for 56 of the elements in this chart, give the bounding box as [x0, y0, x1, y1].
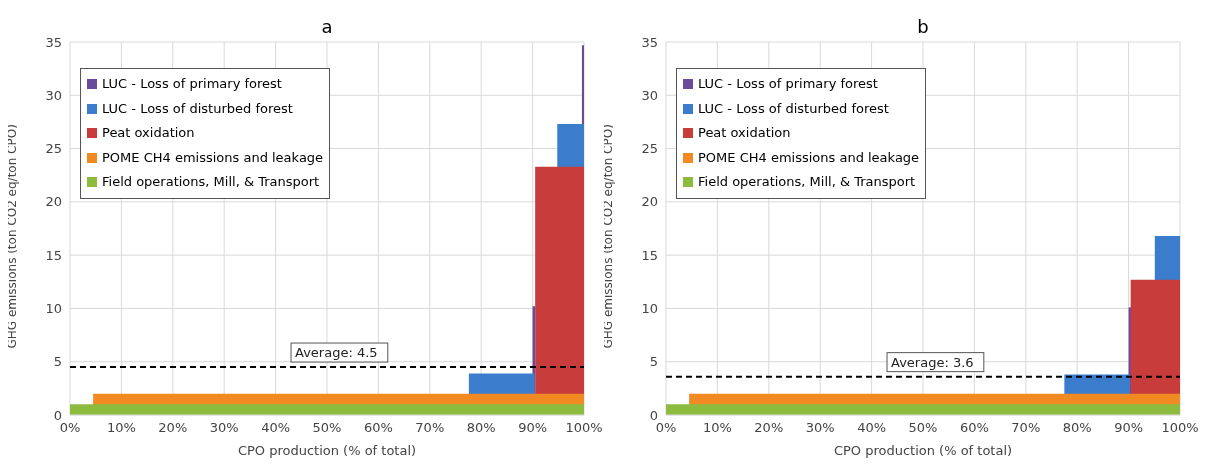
x-tick-label: 100% — [565, 420, 603, 436]
legend-label: POME CH4 emissions and leakage — [102, 148, 324, 167]
y-tick-label: 30 — [45, 87, 62, 103]
legend-label: LUC - Loss of primary forest — [698, 75, 878, 93]
y-tick-label: 30 — [641, 87, 658, 103]
x-tick-label: 10% — [702, 420, 732, 436]
x-tick-label: 70% — [415, 420, 445, 436]
x-tick-label: 20% — [754, 420, 784, 436]
x-tick-label: 0% — [59, 420, 81, 436]
ref-line-label: Average: 4.5 — [295, 345, 378, 361]
y-axis-title: GHG emissions (ton CO2 eq/ton CPO) — [601, 124, 616, 349]
legend-label: Field operations, Mill, & Transport — [698, 173, 916, 191]
legend-label: Peat oxidation — [698, 124, 791, 142]
y-tick-label: 25 — [641, 141, 658, 157]
chart-title: a — [320, 16, 334, 37]
x-tick-label: 40% — [261, 420, 291, 436]
y-tick-label: 0 — [53, 407, 62, 423]
ref-line-label: Average: 3.6 — [891, 354, 974, 370]
x-tick-label: 20% — [158, 420, 188, 436]
x-tick-label: 90% — [1114, 420, 1144, 436]
x-tick-label: 50% — [312, 420, 342, 436]
x-tick-label: 100% — [1161, 420, 1199, 436]
y-tick-label: 20 — [45, 194, 62, 210]
x-tick-label: 70% — [1011, 420, 1041, 436]
legend-label: LUC - Loss of disturbed forest — [102, 99, 293, 118]
y-tick-label: 15 — [45, 247, 62, 263]
x-tick-label: 10% — [106, 420, 136, 436]
y-tick-label: 15 — [641, 247, 658, 263]
x-tick-label: 30% — [209, 420, 239, 436]
y-tick-label: 5 — [649, 354, 658, 370]
y-tick-label: 5 — [53, 354, 62, 370]
x-tick-label: 0% — [655, 420, 677, 436]
y-tick-label: 35 — [641, 34, 658, 50]
legend-label: LUC - Loss of primary forest — [102, 75, 282, 93]
y-tick-label: 20 — [641, 194, 658, 210]
x-tick-label: 80% — [466, 420, 496, 436]
chart-title: b — [916, 16, 930, 37]
y-tick-label: 0 — [649, 407, 658, 423]
y-tick-label: 35 — [45, 34, 62, 50]
y-tick-label: 25 — [45, 141, 62, 157]
x-tick-label: 60% — [959, 420, 989, 436]
x-tick-label: 60% — [363, 420, 393, 436]
x-axis-title: CPO production (% of total) — [833, 443, 1013, 458]
y-axis-title: GHG emissions (ton CO2 eq/ton CPO) — [5, 124, 20, 349]
legend-label: Peat oxidation — [102, 124, 195, 142]
x-tick-label: 90% — [518, 420, 548, 436]
legend-label: POME CH4 emissions and leakage — [698, 148, 920, 167]
x-tick-label: 30% — [805, 420, 835, 436]
x-tick-label: 50% — [908, 420, 938, 436]
y-tick-label: 10 — [641, 301, 658, 317]
y-tick-label: 10 — [45, 301, 62, 317]
legend-label: LUC - Loss of disturbed forest — [698, 99, 889, 118]
legend-label: Field operations, Mill, & Transport — [102, 173, 320, 191]
x-tick-label: 80% — [1062, 420, 1092, 436]
x-tick-label: 40% — [857, 420, 887, 436]
x-axis-title: CPO production (% of total) — [237, 443, 417, 458]
